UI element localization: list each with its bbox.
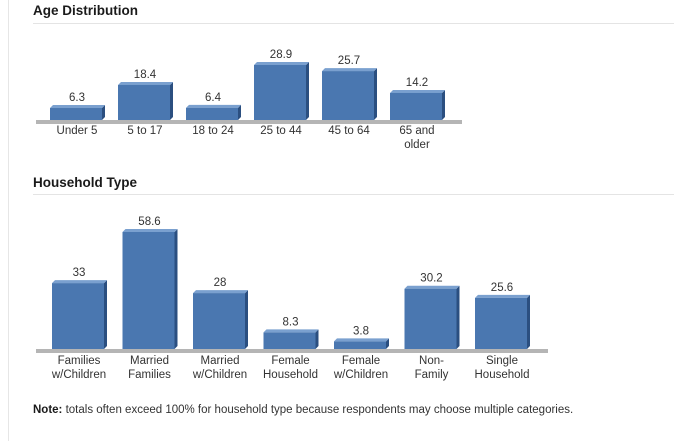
age-bar-front [118, 84, 170, 120]
household-bar-front [122, 232, 175, 349]
household-section-divider [33, 194, 674, 195]
age-value-label: 6.3 [69, 92, 85, 104]
age-value-label: 14.2 [406, 77, 428, 89]
household-bar-top [263, 329, 319, 333]
age-bar [118, 81, 173, 120]
household-bar [193, 290, 248, 349]
household-bar-front [263, 332, 316, 349]
household-bar-top [404, 285, 460, 289]
age-value-label: 25.7 [338, 55, 360, 67]
household-value-label: 3.8 [353, 325, 369, 337]
age-category-label: 65 and older [399, 125, 434, 151]
age-bar-side [306, 62, 309, 120]
household-category-label: Female w/Children [333, 355, 388, 381]
chart-note: Note: totals often exceed 100% for house… [33, 404, 573, 416]
age-category-label: 45 to 64 [328, 125, 370, 137]
age-section-divider [33, 23, 674, 24]
household-category-label: Non-Family [415, 355, 449, 381]
age-bar-top [390, 89, 445, 93]
household-value-label: 25.6 [491, 282, 513, 294]
household-bar [52, 280, 107, 349]
left-divider [8, 0, 9, 441]
age-distribution-chart: 6.3 Under 5 18.4 5 to 17 6.4 18 to 24 28.9 25 t… [36, 49, 462, 151]
household-bar-side [104, 280, 107, 349]
household-bar-front [334, 341, 386, 349]
household-bar [404, 285, 460, 349]
age-bar-top [254, 62, 309, 65]
household-bar [475, 294, 530, 349]
household-value-label: 30.2 [420, 273, 442, 285]
household-type-chart: 33 Families w/Children 58.6 Married Families 2… [36, 216, 548, 381]
age-value-label: 18.4 [134, 69, 157, 81]
household-category-label: Married Families [128, 355, 171, 381]
household-bar-side [315, 329, 319, 349]
age-bar-top [118, 81, 173, 85]
household-bar-top [122, 229, 178, 232]
note-text: totals often exceed 100% for household t… [65, 404, 574, 416]
household-bar-front [404, 288, 457, 349]
household-bar-side [245, 290, 248, 349]
age-bar-side [102, 105, 105, 120]
age-category-label: Under 5 [57, 125, 98, 137]
note-label: Note: [33, 404, 63, 416]
age-bar-front [50, 108, 102, 120]
age-bar-front [186, 107, 238, 120]
household-bar-front [52, 283, 104, 349]
household-bar-side [527, 294, 530, 349]
household-category-label: Single Household [475, 355, 530, 381]
household-value-label: 33 [73, 267, 86, 279]
household-bar-top [193, 290, 248, 294]
household-bar [122, 229, 178, 349]
household-baseline [36, 349, 548, 353]
age-bar [50, 105, 105, 120]
age-baseline [36, 120, 462, 124]
household-category-label: Married w/Children [192, 355, 247, 381]
household-type-title: Household Type [33, 175, 138, 190]
age-distribution-title: Age Distribution [33, 3, 138, 18]
age-category-label: 18 to 24 [192, 125, 234, 137]
household-bar [334, 338, 389, 349]
age-bar-front [254, 65, 306, 120]
household-value-label: 28 [214, 277, 227, 289]
household-bar-side [174, 229, 178, 349]
age-bar-front [322, 71, 374, 120]
household-value-label: 8.3 [283, 316, 299, 328]
age-category-label: 25 to 44 [260, 125, 302, 137]
age-bar [186, 104, 241, 120]
household-bar-top [52, 280, 107, 284]
age-bar-side [442, 89, 445, 120]
age-category-label: 5 to 17 [127, 125, 162, 137]
age-value-label: 6.4 [205, 92, 222, 104]
household-bar-side [386, 338, 389, 349]
household-category-label: Families w/Children [51, 355, 106, 381]
age-bar-top [322, 68, 377, 72]
household-bar-front [475, 297, 527, 349]
age-bar [254, 62, 309, 120]
age-value-label: 28.9 [270, 49, 292, 61]
age-bar-front [390, 92, 442, 120]
age-bar-side [170, 81, 173, 120]
age-bar [390, 89, 445, 120]
household-bar-side [456, 285, 460, 349]
household-bar-top [334, 338, 389, 342]
household-category-label: Female Household [263, 355, 318, 381]
age-bar [322, 68, 377, 120]
household-bar [263, 329, 319, 349]
household-bar-front [193, 293, 245, 349]
household-bar-top [475, 294, 530, 298]
household-value-label: 58.6 [138, 216, 160, 228]
age-bar-top [186, 104, 241, 108]
age-bar-top [50, 105, 105, 109]
age-bar-side [238, 104, 241, 120]
age-bar-side [374, 68, 377, 120]
